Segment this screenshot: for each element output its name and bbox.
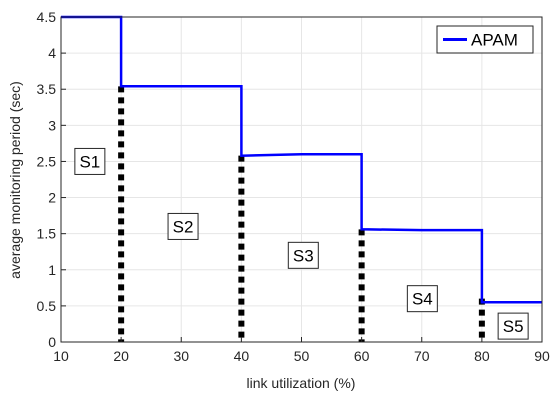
legend-label: APAM <box>471 31 518 50</box>
x-tick-label: 10 <box>53 348 69 364</box>
annotation-label: S4 <box>412 290 433 309</box>
y-axis-label: average monitoring period (sec) <box>7 81 23 279</box>
x-axis-label: link utilization (%) <box>247 375 356 391</box>
region-annotation: S5 <box>498 313 528 339</box>
annotation-label: S1 <box>79 152 100 171</box>
x-tick-label: 40 <box>234 348 250 364</box>
x-tick-label: 70 <box>414 348 430 364</box>
y-tick-label: 0 <box>48 334 56 350</box>
y-tick-label: 3 <box>48 117 56 133</box>
y-tick-label: 2.5 <box>37 153 57 169</box>
x-tick-label: 20 <box>113 348 129 364</box>
region-annotation: S2 <box>168 213 198 239</box>
y-tick-label: 0.5 <box>37 298 57 314</box>
y-tick-label: 4.5 <box>37 9 57 25</box>
region-annotation: S3 <box>288 242 318 268</box>
x-tick-label: 90 <box>534 348 550 364</box>
x-tick-label: 50 <box>294 348 310 364</box>
y-tick-label: 1.5 <box>37 226 57 242</box>
region-annotation: S1 <box>75 148 105 174</box>
y-tick-label: 2 <box>48 190 56 206</box>
y-tick-label: 4 <box>48 45 56 61</box>
y-tick-label: 1 <box>48 262 56 278</box>
x-tick-label: 80 <box>474 348 490 364</box>
x-tick-label: 30 <box>173 348 189 364</box>
region-annotation: S4 <box>407 286 437 312</box>
x-tick-label: 60 <box>354 348 370 364</box>
annotation-label: S3 <box>293 246 314 265</box>
legend: APAM <box>437 26 533 53</box>
annotation-label: S2 <box>173 217 194 236</box>
y-tick-label: 3.5 <box>37 81 57 97</box>
annotation-label: S5 <box>503 317 524 336</box>
